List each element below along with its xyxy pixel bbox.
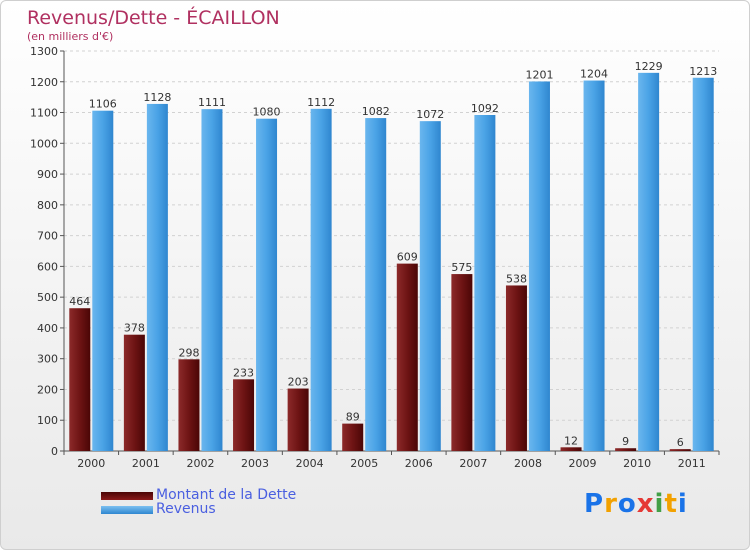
bar-dette [669, 449, 691, 451]
logo-letter: i [654, 489, 665, 519]
data-label: 1106 [89, 98, 117, 111]
x-tick-label: 2000 [77, 457, 105, 470]
data-label: 1229 [635, 60, 663, 73]
data-label: 1111 [198, 96, 226, 109]
x-tick-label: 2003 [241, 457, 269, 470]
logo-letter: r [604, 489, 618, 519]
y-tick-label: 900 [37, 168, 58, 181]
y-tick-label: 100 [37, 414, 58, 427]
bar-dette [287, 388, 309, 451]
data-label: 89 [346, 411, 360, 424]
y-tick-label: 800 [37, 199, 58, 212]
bar-dette [451, 274, 473, 451]
data-label: 6 [677, 436, 684, 449]
x-tick-label: 2005 [350, 457, 378, 470]
data-label: 233 [233, 366, 254, 379]
bar-revenus [419, 121, 441, 452]
y-tick-label: 200 [37, 383, 58, 396]
data-label: 1201 [525, 68, 553, 81]
legend-label-dette: Montant de la Dette [156, 487, 297, 503]
y-tick-label: 600 [37, 260, 58, 273]
bar-revenus [365, 118, 387, 452]
logo-letter: i [677, 489, 688, 519]
legend-swatch-dette [101, 492, 153, 500]
bar-revenus [146, 103, 168, 451]
data-label: 538 [506, 272, 527, 285]
x-tick-label: 2011 [678, 457, 706, 470]
x-tick-label: 2006 [405, 457, 433, 470]
bar-dette [342, 423, 364, 451]
data-label: 9 [622, 435, 629, 448]
bar-revenus [692, 77, 714, 452]
bar-revenus [310, 108, 332, 451]
data-label: 12 [564, 434, 578, 447]
data-label: 298 [178, 346, 199, 359]
bar-revenus [201, 109, 223, 452]
data-label: 1092 [471, 102, 499, 115]
chart-title: Revenus/Dette - ÉCAILLON [27, 7, 280, 29]
bar-dette [69, 308, 91, 451]
bar-dette [396, 263, 418, 451]
logo-letter: t [664, 489, 678, 519]
x-tick-label: 2007 [459, 457, 487, 470]
legend-label-revenus: Revenus [156, 501, 216, 517]
bar-dette [505, 285, 527, 451]
x-tick-label: 2004 [296, 457, 324, 470]
y-tick-label: 0 [51, 445, 58, 458]
bar-dette [178, 359, 200, 451]
legend-swatch-revenus [101, 506, 153, 514]
logo-letter: o [617, 489, 637, 519]
data-label: 203 [288, 376, 309, 389]
bar-dette [615, 448, 637, 451]
data-label: 1082 [362, 105, 390, 118]
bar-revenus [528, 81, 550, 451]
bar-dette [123, 334, 145, 451]
y-tick-label: 1100 [30, 107, 58, 120]
proxiti-logo: Proxiti [584, 489, 688, 519]
bar-revenus [474, 115, 496, 451]
data-label: 1080 [253, 106, 281, 119]
logo-letter: x [636, 489, 655, 519]
logo-letter: P [584, 489, 605, 519]
chart-subtitle: (en milliers d'€) [27, 30, 114, 43]
data-label: 609 [397, 251, 418, 264]
y-tick-label: 300 [37, 353, 58, 366]
bar-revenus [256, 118, 278, 451]
y-tick-label: 700 [37, 230, 58, 243]
data-label: 1112 [307, 96, 335, 109]
data-label: 1213 [689, 65, 717, 78]
x-tick-label: 2001 [132, 457, 160, 470]
data-label: 1128 [143, 91, 171, 104]
x-tick-label: 2010 [623, 457, 651, 470]
data-label: 378 [124, 322, 145, 335]
bar-dette [560, 447, 582, 451]
x-tick-label: 2009 [569, 457, 597, 470]
y-tick-label: 400 [37, 322, 58, 335]
data-label: 575 [451, 261, 472, 274]
data-label: 464 [69, 295, 90, 308]
y-tick-label: 500 [37, 291, 58, 304]
x-tick-label: 2008 [514, 457, 542, 470]
bar-revenus [638, 72, 660, 451]
bar-dette [233, 379, 255, 451]
data-label: 1204 [580, 68, 608, 81]
x-tick-label: 2002 [186, 457, 214, 470]
y-tick-label: 1000 [30, 137, 58, 150]
y-tick-label: 1300 [30, 45, 58, 58]
y-tick-label: 1200 [30, 76, 58, 89]
bar-revenus [583, 80, 605, 452]
data-label: 1072 [416, 108, 444, 121]
bar-revenus [92, 110, 114, 451]
